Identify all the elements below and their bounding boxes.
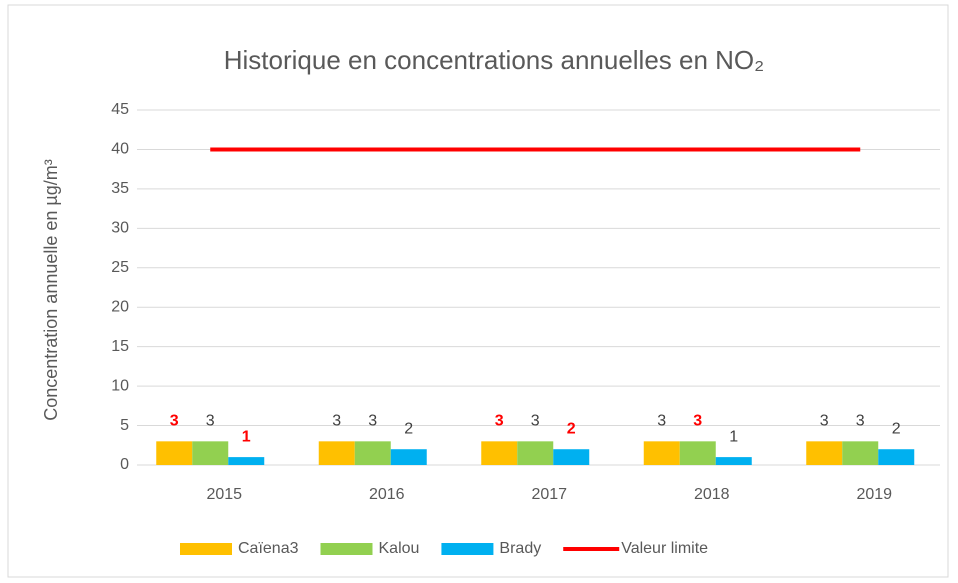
bar <box>228 457 265 465</box>
data-label: 3 <box>693 413 702 430</box>
bar <box>156 441 193 465</box>
bar <box>842 441 879 465</box>
y-tick-label: 20 <box>111 298 129 315</box>
bar <box>679 441 716 465</box>
bar <box>390 449 427 465</box>
x-tick-label: 2015 <box>206 486 242 503</box>
bar <box>192 441 229 465</box>
data-label: 1 <box>729 428 738 445</box>
y-tick-label: 40 <box>111 141 129 158</box>
bar <box>354 441 391 465</box>
bar <box>643 441 680 465</box>
data-label: 1 <box>242 428 251 445</box>
x-tick-label: 2019 <box>856 486 892 503</box>
y-tick-label: 10 <box>111 377 129 394</box>
data-label: 3 <box>170 413 179 430</box>
bar <box>517 441 554 465</box>
bar <box>553 449 590 465</box>
legend-swatch <box>441 543 494 555</box>
bar <box>806 441 843 465</box>
data-label: 3 <box>531 413 540 430</box>
y-tick-label: 35 <box>111 180 129 197</box>
x-tick-label: 2018 <box>694 486 730 503</box>
legend-swatch <box>320 543 373 555</box>
data-label: 3 <box>657 413 666 430</box>
bar <box>715 457 752 465</box>
legend-label: Caïena3 <box>238 540 299 557</box>
y-tick-label: 0 <box>120 456 129 473</box>
data-label: 3 <box>495 413 504 430</box>
chart-frame <box>7 4 949 578</box>
data-label: 3 <box>368 413 377 430</box>
bar <box>481 441 518 465</box>
data-label: 3 <box>856 413 865 430</box>
data-label: 3 <box>332 413 341 430</box>
y-tick-label: 5 <box>120 417 129 434</box>
chart-title: Historique en concentrations annuelles e… <box>224 45 765 75</box>
data-label: 2 <box>404 420 413 437</box>
legend-swatch <box>180 543 232 555</box>
data-label: 3 <box>206 413 215 430</box>
data-label: 2 <box>567 420 576 437</box>
y-tick-label: 30 <box>111 220 129 237</box>
data-label: 3 <box>820 413 829 430</box>
data-label: 2 <box>892 420 901 437</box>
x-tick-label: 2016 <box>369 486 405 503</box>
legend-label: Brady <box>499 540 541 557</box>
y-tick-label: 25 <box>111 259 129 276</box>
x-tick-label: 2017 <box>531 486 567 503</box>
y-tick-label: 15 <box>111 338 129 355</box>
bar <box>878 449 915 465</box>
legend-label: Valeur limite <box>621 540 708 557</box>
bar <box>318 441 355 465</box>
legend-label: Kalou <box>379 540 420 557</box>
y-tick-label: 45 <box>111 101 129 118</box>
y-axis-label: Concentration annuelle en µg/m³ <box>41 159 61 421</box>
